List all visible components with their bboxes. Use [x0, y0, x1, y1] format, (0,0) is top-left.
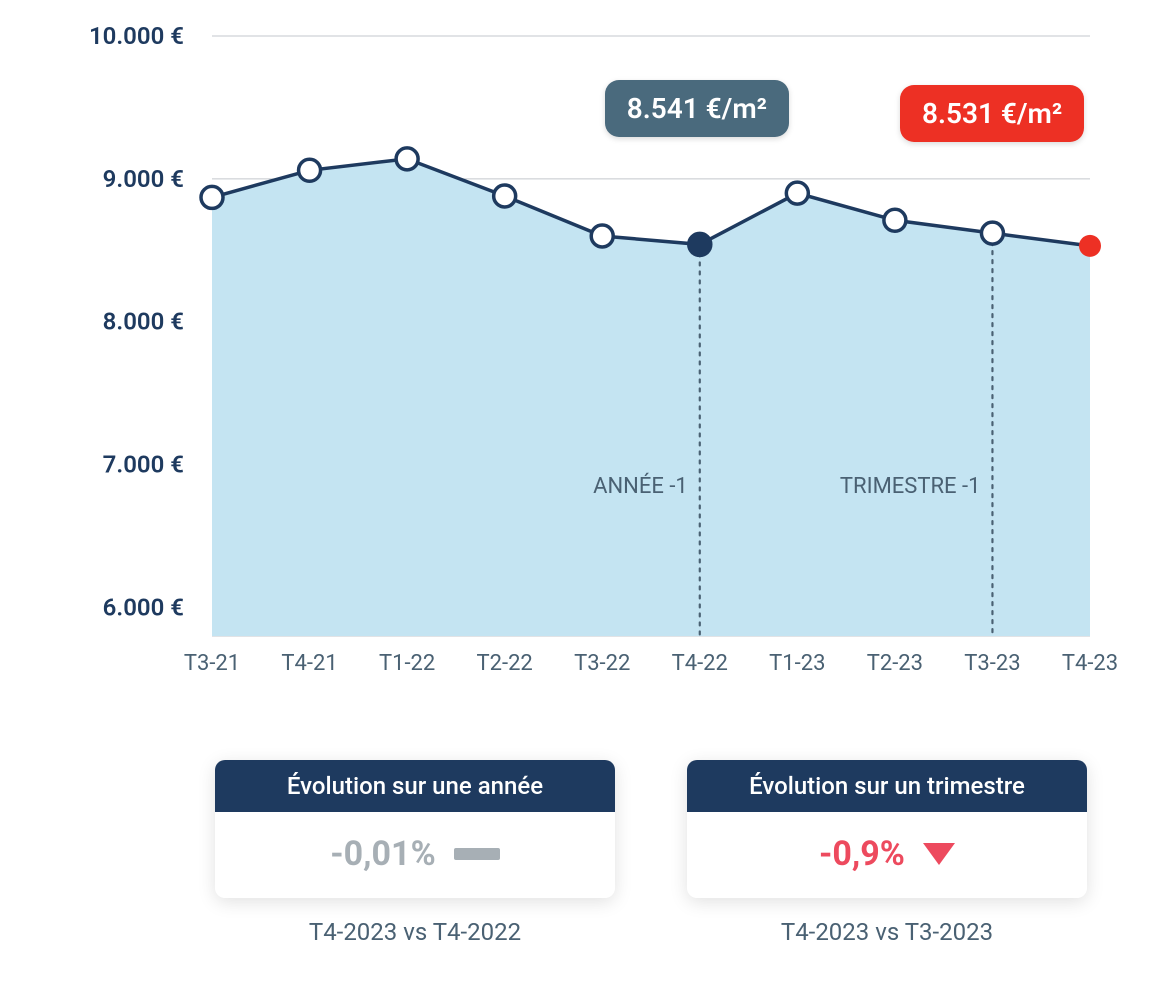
- card-year-caption: T4-2023 vs T4-2022: [215, 918, 615, 946]
- svg-text:T3-22: T3-22: [574, 651, 630, 676]
- card-quarter-body: -0,9%: [687, 812, 1087, 898]
- svg-text:T2-22: T2-22: [477, 651, 533, 676]
- svg-text:T4-22: T4-22: [672, 651, 728, 676]
- svg-text:T3-23: T3-23: [964, 651, 1020, 676]
- card-quarter-caption: T4-2023 vs T3-2023: [687, 918, 1087, 946]
- svg-text:7.000 €: 7.000 €: [103, 451, 184, 479]
- svg-text:T4-21: T4-21: [281, 651, 337, 676]
- svg-text:T3-21: T3-21: [184, 651, 240, 676]
- svg-text:T1-23: T1-23: [769, 651, 825, 676]
- trend-down-icon: [923, 843, 955, 865]
- badge-last-price: 8.531 €/m²: [900, 85, 1084, 142]
- svg-text:T2-23: T2-23: [867, 651, 923, 676]
- card-year-value: -0,01%: [330, 834, 435, 874]
- svg-text:T4-23: T4-23: [1062, 651, 1118, 676]
- svg-text:6.000 €: 6.000 €: [103, 593, 184, 621]
- svg-text:9.000 €: 9.000 €: [103, 165, 184, 193]
- svg-text:ANNÉE -1: ANNÉE -1: [593, 473, 688, 499]
- trend-neutral-icon: [454, 848, 500, 860]
- svg-text:8.000 €: 8.000 €: [103, 308, 184, 336]
- badge-year-text: 8.541 €/m²: [627, 92, 767, 125]
- svg-text:10.000 €: 10.000 €: [89, 22, 184, 50]
- card-quarter-value: -0,9%: [819, 834, 905, 874]
- evolution-cards: Évolution sur une année -0,01% T4-2023 v…: [215, 760, 1087, 946]
- card-quarter-title: Évolution sur un trimestre: [687, 760, 1087, 812]
- card-year: Évolution sur une année -0,01% T4-2023 v…: [215, 760, 615, 946]
- card-year-title: Évolution sur une année: [215, 760, 615, 812]
- badge-year-price: 8.541 €/m²: [605, 80, 789, 137]
- card-year-body: -0,01%: [215, 812, 615, 898]
- card-quarter: Évolution sur un trimestre -0,9% T4-2023…: [687, 760, 1087, 946]
- svg-text:TRIMESTRE -1: TRIMESTRE -1: [840, 474, 981, 499]
- badge-last-text: 8.531 €/m²: [922, 97, 1062, 130]
- svg-text:T1-22: T1-22: [379, 651, 435, 676]
